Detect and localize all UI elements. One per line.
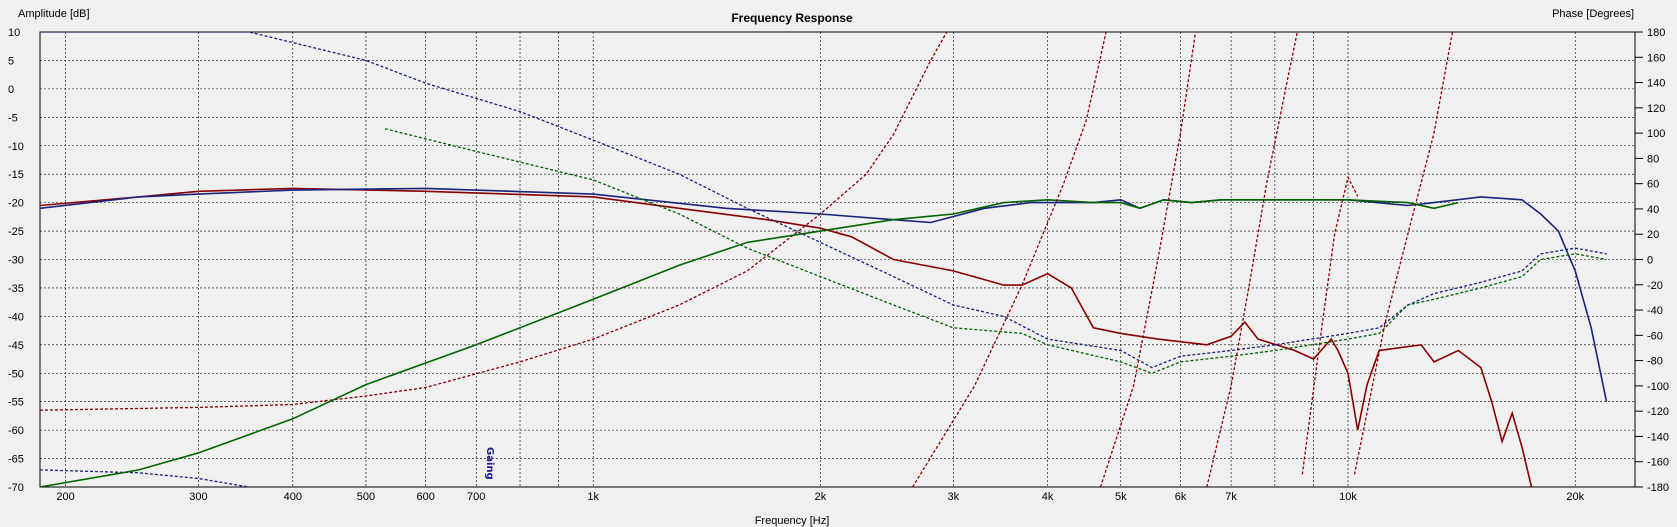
y-tick-label: 0 (8, 84, 14, 96)
x-tick-label: 6k (1175, 491, 1187, 503)
y2-tick-label: 100 (1647, 128, 1665, 140)
y2-tick-label: 0 (1647, 255, 1653, 267)
y2-tick-label: 120 (1647, 103, 1665, 115)
y-tick-label: -20 (8, 198, 24, 210)
amplitude-series-1 (40, 187, 1533, 487)
x-tick-labels: 200 300 400 500 600 700 1k 2k 3k 4k 5k 6k 7k 10k 20k (56, 491, 1584, 503)
x-tick-label: 7k (1225, 491, 1237, 503)
x-tick-label: 10k (1339, 491, 1357, 503)
phase-series-4 (1301, 175, 1359, 475)
y-tick-label: -35 (8, 283, 24, 295)
y2-tick-label: -160 (1647, 457, 1669, 469)
x-tick-label: 700 (467, 491, 485, 503)
phase-series-2 (1099, 32, 1197, 487)
y2-tick-label: -180 (1647, 482, 1669, 494)
y2-tick-label: -60 (1647, 330, 1663, 342)
y2-tick-label: -80 (1647, 356, 1663, 368)
x-tick-label: 600 (417, 491, 435, 503)
y2-tick-label: 180 (1647, 27, 1665, 39)
y-tick-label: -30 (8, 255, 24, 267)
y-tick-label: -15 (8, 169, 24, 181)
y-tick-label: -40 (8, 311, 24, 323)
y2-tick-label: 80 (1647, 153, 1659, 165)
x-axis-label: Frequency [Hz] (755, 515, 830, 527)
y2-tick-label: 20 (1647, 229, 1659, 241)
chart-title: Frequency Response (731, 11, 853, 25)
phase-series-5 (1353, 32, 1454, 475)
y-tick-label: 5 (8, 55, 14, 67)
x-tick-label: 20k (1566, 491, 1584, 503)
y-tick-label: -45 (8, 340, 24, 352)
x-tick-label: 1k (587, 491, 599, 503)
y-tick-label: -25 (8, 226, 24, 238)
y2-tick-label: 60 (1647, 179, 1659, 191)
gain-marker-label: Gaing (484, 447, 495, 480)
y-axis-label: Amplitude [dB] (18, 8, 90, 20)
x-tick-label: 5k (1115, 491, 1127, 503)
grid (40, 31, 1635, 488)
y-tick-label: 10 (8, 27, 20, 39)
y2-axis-label: Phase [Degrees] (1552, 8, 1634, 20)
y2-tick-label: -120 (1647, 406, 1669, 418)
y2-tick-label: 40 (1647, 204, 1659, 216)
x-tick-label: 400 (284, 491, 302, 503)
y2-tick-label: -20 (1647, 280, 1663, 292)
amplitude-series-2 (40, 32, 948, 411)
x-tick-label: 500 (357, 491, 375, 503)
amplitude-series-4 (40, 32, 1607, 369)
y-tick-label: -65 (8, 454, 24, 466)
x-tick-label: 2k (815, 491, 827, 503)
y-tick-labels: 10 5 0 -5 -10 -15 -20 -25 -30 -35 -40 -45 -50 -55 -60 -… (8, 27, 24, 494)
y2-tick-label: -100 (1647, 381, 1669, 393)
amplitude-series-7 (384, 128, 1607, 374)
amplitude-series-6 (40, 198, 1459, 487)
y-tick-label: -50 (8, 368, 24, 380)
phase-series-1 (912, 32, 1107, 487)
y2-tick-label: 140 (1647, 78, 1665, 90)
y-tick-label: -70 (8, 482, 24, 494)
y-tick-label: -5 (8, 112, 18, 124)
y2-tick-label: 160 (1647, 52, 1665, 64)
x-tick-label: 3k (948, 491, 960, 503)
y-tick-label: -60 (8, 425, 24, 437)
phase-series-3 (1206, 32, 1298, 487)
x-tick-label: 4k (1042, 491, 1054, 503)
y2-tick-labels: 180 160 140 120 100 80 60 40 20 0 -20 -40 -60 -80 -100… (1635, 27, 1669, 494)
x-tick-label: 300 (189, 491, 207, 503)
y2-tick-label: -140 (1647, 431, 1669, 443)
y-tick-label: -10 (8, 141, 24, 153)
x-tick-label: 200 (56, 491, 74, 503)
series-layer (40, 32, 1608, 487)
y2-tick-label: -40 (1647, 305, 1663, 317)
y-tick-label: -55 (8, 397, 24, 409)
